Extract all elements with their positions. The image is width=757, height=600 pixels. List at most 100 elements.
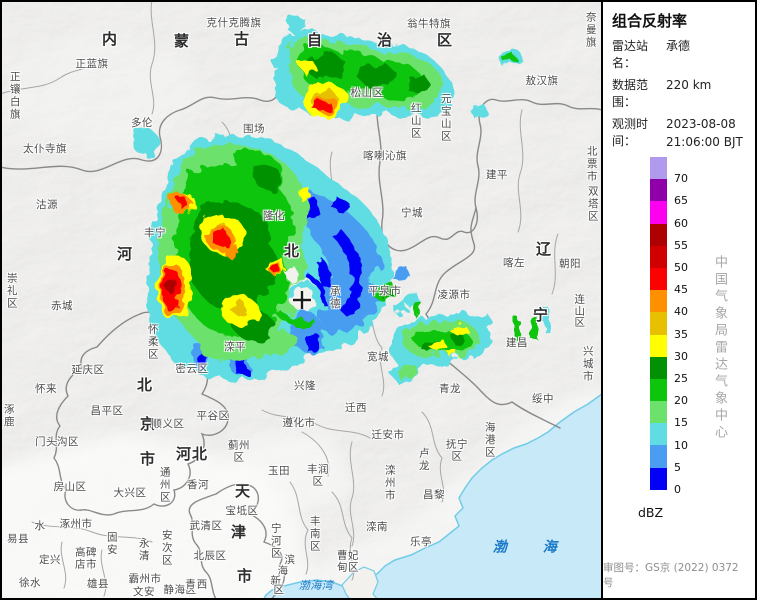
place-label: 新 [270, 575, 282, 588]
legend-tick-label: 45 [674, 283, 688, 297]
legend-color-block [650, 423, 667, 446]
place-label: 赤城 [51, 300, 73, 313]
province-label: 辽 [535, 239, 553, 258]
legend-color-block [650, 334, 667, 357]
sea-label: 渤海湾 [298, 578, 334, 592]
place-label: 建平 [486, 169, 508, 182]
place-label: 喀左 [503, 257, 525, 270]
place-label: 敖汉旗 [525, 75, 559, 88]
place-label: 霸州市 [128, 573, 162, 586]
province-label: 北 [136, 375, 154, 394]
place-label: 香河 [187, 479, 209, 492]
place-label: 克什克腾旗 [206, 17, 262, 30]
place-label: 奈曼旗 [584, 11, 597, 49]
place-label: 安次区 [160, 529, 173, 567]
province-label: 北 [283, 241, 301, 260]
place-label: 武清区 [189, 520, 223, 533]
province-label: 古 [233, 29, 251, 48]
legend-tick-label: 20 [674, 394, 688, 408]
place-label: 青龙 [439, 383, 461, 396]
echo-southeast-storm [390, 300, 550, 384]
place-label: 丰宁 [144, 227, 166, 240]
place-label: 海港区 [483, 421, 496, 459]
place-label: 文安 [133, 586, 155, 598]
watermark-vertical: 中国气象局雷达气象中心 [712, 255, 727, 442]
place-label: 永清 [137, 537, 150, 563]
place-label: 平谷区 [196, 410, 230, 423]
sea-label: 渤 [492, 539, 508, 556]
echo-scattered-cells [368, 266, 422, 318]
place-label: 抚宁 区 [446, 438, 468, 462]
legend-unit-label: dBZ [638, 505, 664, 520]
place-label: 涿州市 [59, 518, 93, 531]
info-row: 雷达站名： 承德 [612, 37, 751, 71]
place-label: 西青 [184, 578, 208, 592]
legend-tick-label: 30 [674, 349, 688, 363]
place-label: 双塔区 [586, 185, 599, 223]
place-label: 宽城 [367, 351, 389, 364]
caofeidian-peninsula [341, 566, 379, 598]
info-label: 数据范围： [612, 78, 649, 109]
info-value: 220 km [666, 78, 712, 92]
info-row: 数据范围： 220 km [612, 76, 751, 110]
place-label: 怀来 [35, 383, 57, 396]
crosshair-icon [293, 291, 311, 309]
place-label: 蓟州 区 [228, 439, 250, 463]
place-label: 喀喇沁旗 [363, 150, 407, 163]
info-label: 观测时间： [612, 117, 649, 148]
legend-color-block [650, 378, 667, 402]
place-label: 房山区 [53, 481, 87, 494]
place-label: 宝坻区 [225, 505, 259, 518]
legend-tick-label: 35 [674, 327, 688, 341]
legend-tick-label: 65 [674, 194, 688, 208]
product-title: 组合反射率 [612, 12, 688, 30]
province-label: 自 [306, 30, 324, 49]
place-label: 滨 [284, 554, 296, 567]
place-label: 丰南区 [308, 515, 321, 553]
legend-tick-label: 50 [674, 261, 688, 274]
map-label-layer: 内蒙古自治区河北河北辽宁北京市天津市克什克腾旗 翁牛特旗 正蓝旗 敖汉旗 松山区 多伦 围场… [2, 2, 601, 598]
province-label: 蒙 [173, 31, 191, 50]
info-label: 雷达站名： [612, 39, 649, 70]
province-label: 宁 [532, 305, 550, 324]
info-row: 观测时间： 2023-08-08 21:06:00 BJT [612, 115, 751, 151]
legend-tick-label: 15 [674, 416, 688, 430]
place-label: 门头沟区 [35, 436, 79, 449]
province-label: 治 [376, 30, 394, 49]
place-label: 绥中 [532, 393, 554, 406]
place-label: 太仆寺旗 [23, 143, 67, 156]
province-label: 天 [234, 481, 252, 500]
place-label: 卢龙 [417, 447, 430, 473]
info-value: 2023-08-08 21:06:00 BJT [666, 117, 743, 149]
place-label: 滦南 [366, 521, 388, 534]
province-label: 市 [236, 566, 254, 585]
map-approval-number: 审图号：GS京 (2022) 0372号 [603, 562, 739, 589]
place-label: 滦州市 [383, 464, 396, 502]
legend-color-block [650, 267, 667, 291]
place-label: 静海区 [163, 584, 197, 597]
place-label: 密云区 [175, 363, 209, 376]
place-label: 北票市 [585, 145, 598, 183]
legend-tick-label: 40 [674, 305, 688, 319]
legend-color-block [650, 290, 667, 313]
place-label: 高碑 店市 [75, 546, 97, 570]
province-label: 河 [116, 244, 134, 263]
place-label: 凌源市 [437, 289, 471, 302]
place-label: 迁西 [345, 402, 367, 415]
echo-north-storm [270, 16, 522, 119]
place-label: 徐水 [19, 577, 41, 590]
place-label: 松山区 [350, 87, 384, 100]
legend-color-block [650, 445, 667, 468]
legend-tick-label: 70 [674, 172, 688, 186]
place-label: 玉田 [268, 465, 290, 478]
observation-info: 雷达站名： 承德 数据范围： 220 km 观测时间： 2023-08-08 21:06:… [603, 35, 755, 151]
legend-tick-label: 0 [674, 483, 681, 496]
province-label: 内 [101, 29, 119, 48]
place-label: 多伦 [131, 117, 153, 130]
place-label: 崇礼区 [5, 272, 18, 310]
legend-tick-label: 60 [674, 216, 688, 230]
place-label: 兴城市 [581, 345, 594, 383]
legend-color-block [650, 157, 667, 180]
place-label: 迁安市 [371, 429, 405, 442]
place-label: 通州区 [158, 466, 171, 504]
